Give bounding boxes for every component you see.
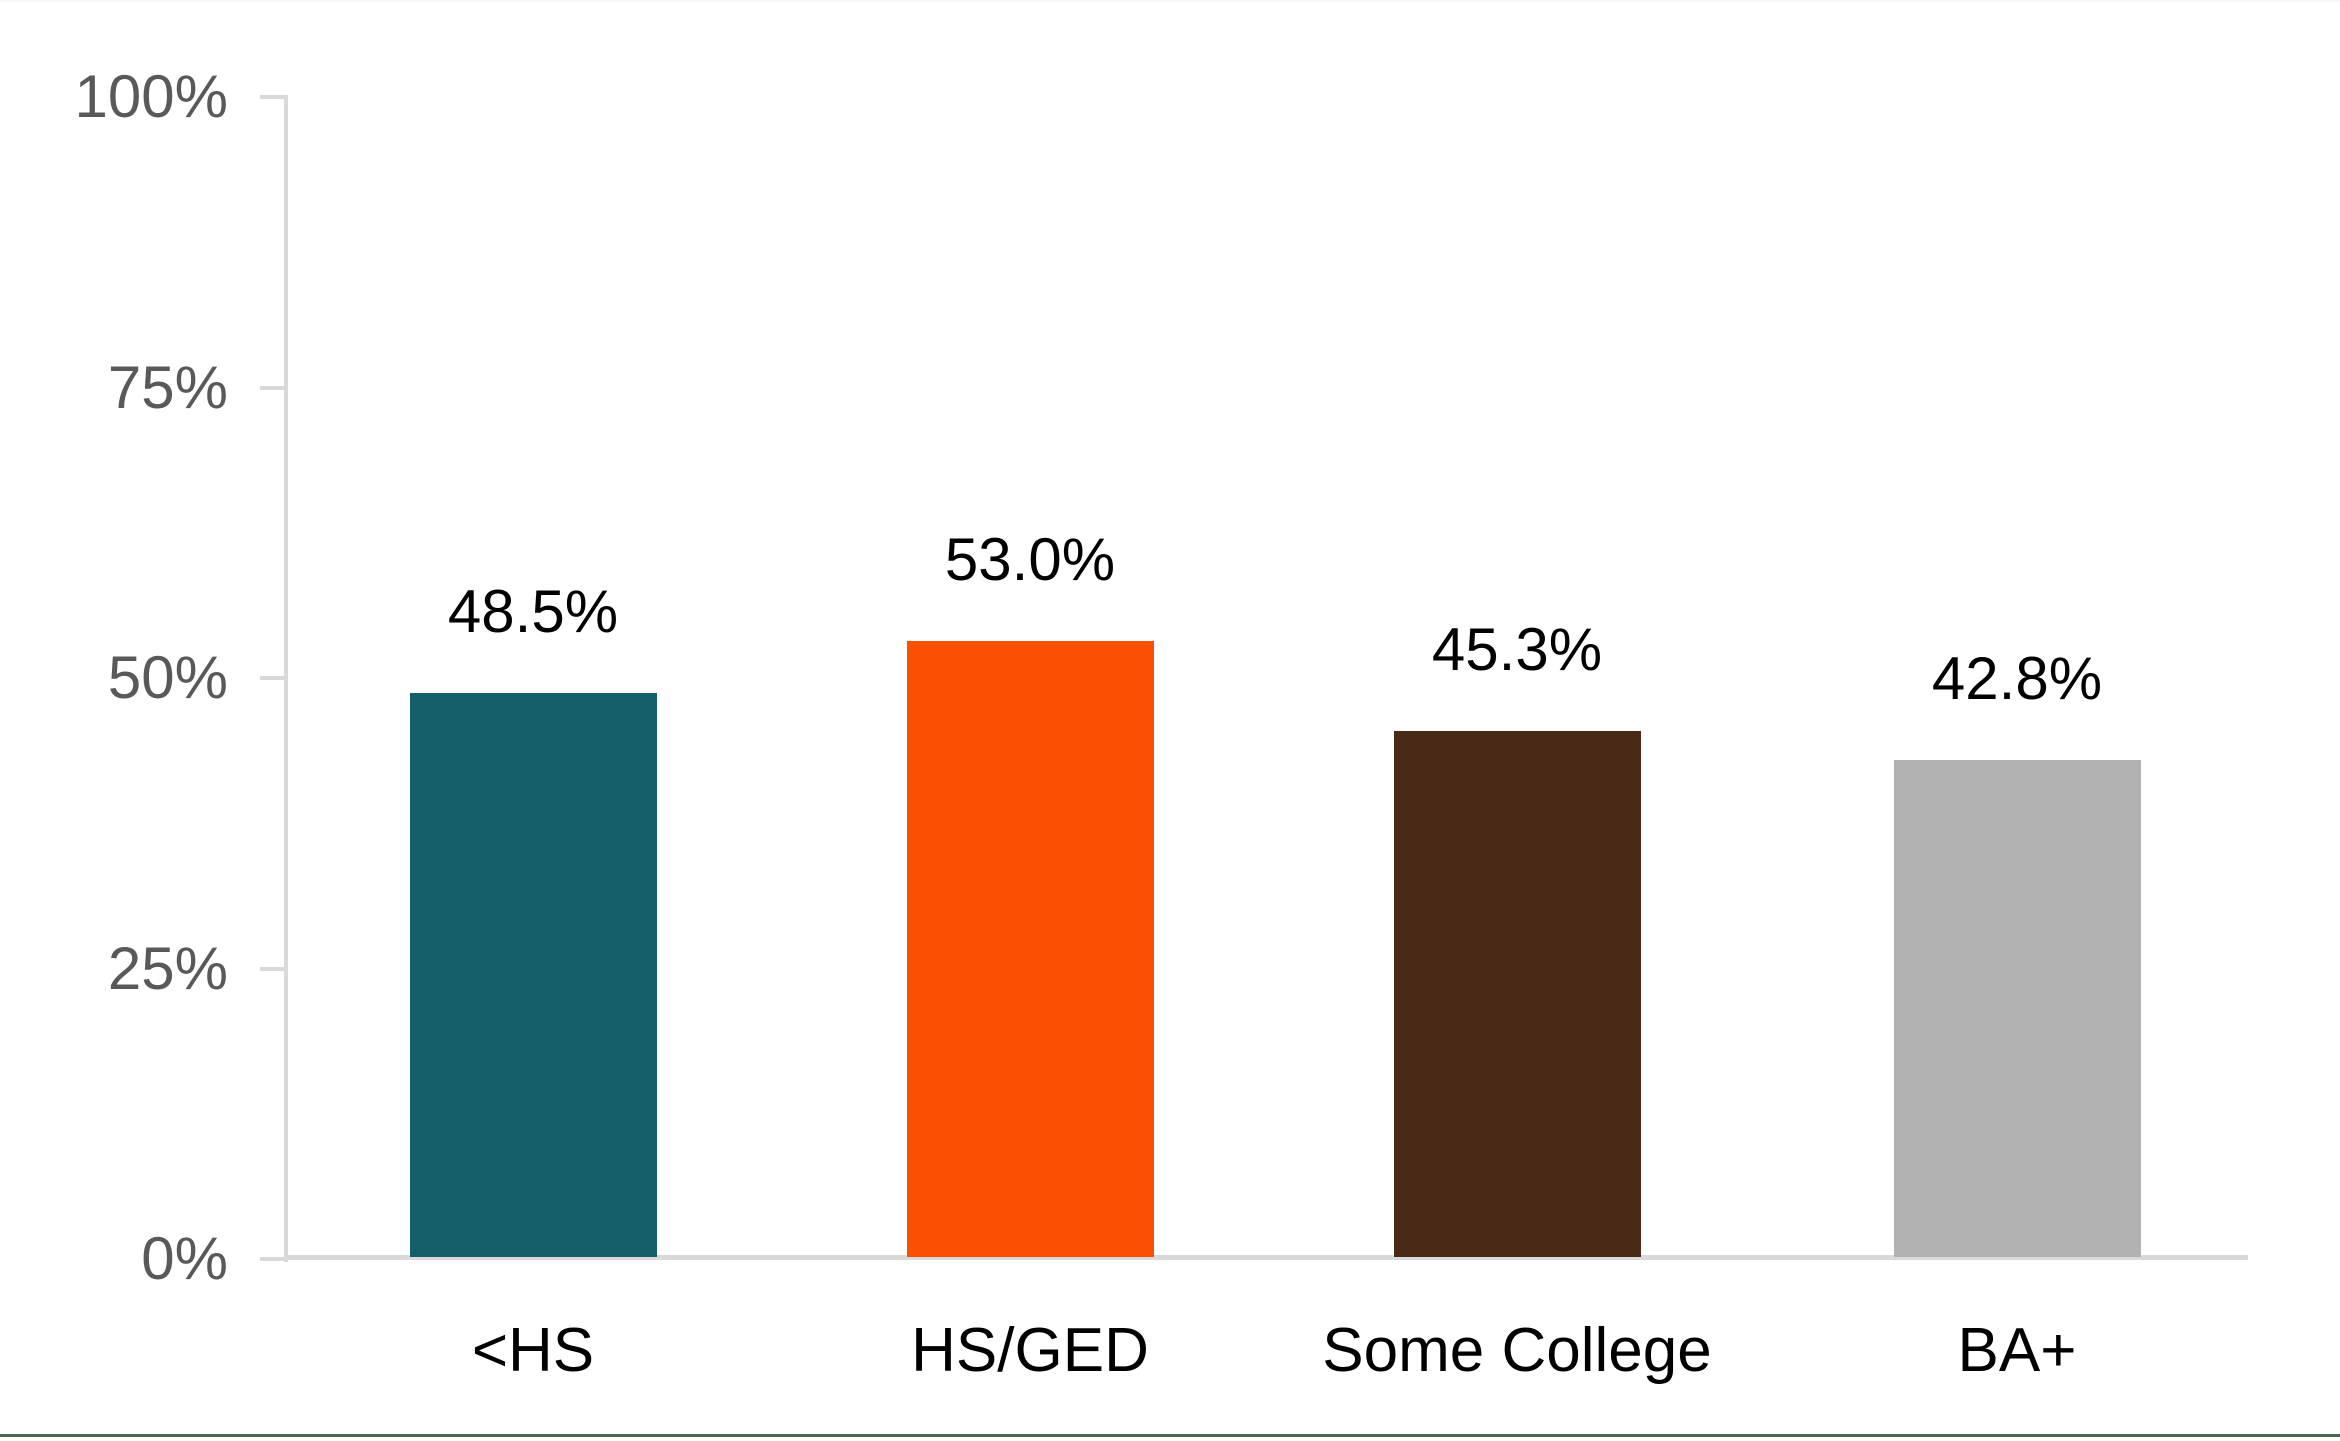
y-axis-line bbox=[284, 95, 288, 1262]
x-axis-category-label: <HS bbox=[471, 1316, 595, 1385]
data-label: 48.5% bbox=[447, 578, 619, 645]
bar--hs bbox=[409, 693, 657, 1257]
y-axis-tick-label: 75% bbox=[107, 353, 228, 421]
data-label: 45.3% bbox=[1431, 616, 1603, 683]
data-label: 42.8% bbox=[1931, 645, 2103, 712]
top-rule bbox=[0, 0, 2340, 2]
y-axis-tick-label: 25% bbox=[107, 934, 228, 1002]
x-axis-line bbox=[284, 1255, 2248, 1260]
y-axis-tick-label: 100% bbox=[74, 63, 228, 130]
y-axis-tick bbox=[260, 966, 284, 971]
x-axis-category-label: HS/GED bbox=[911, 1316, 1149, 1385]
y-axis-tick-label: 50% bbox=[107, 644, 228, 711]
x-axis-category-label: BA+ bbox=[1957, 1316, 2077, 1385]
bottom-accent-rule bbox=[0, 1434, 2340, 1437]
y-axis-tick bbox=[260, 1257, 284, 1261]
x-axis-category-label: Some College bbox=[1322, 1316, 1712, 1385]
data-label: 53.0% bbox=[944, 526, 1116, 593]
y-axis-tick bbox=[260, 95, 284, 99]
y-axis-tick-label: 0% bbox=[141, 1225, 228, 1292]
bar-some-college bbox=[1393, 731, 1641, 1257]
bar-ba- bbox=[1893, 760, 2141, 1257]
y-axis-tick bbox=[260, 676, 284, 680]
y-axis-tick bbox=[260, 385, 284, 390]
bar-hs-ged bbox=[906, 641, 1154, 1257]
